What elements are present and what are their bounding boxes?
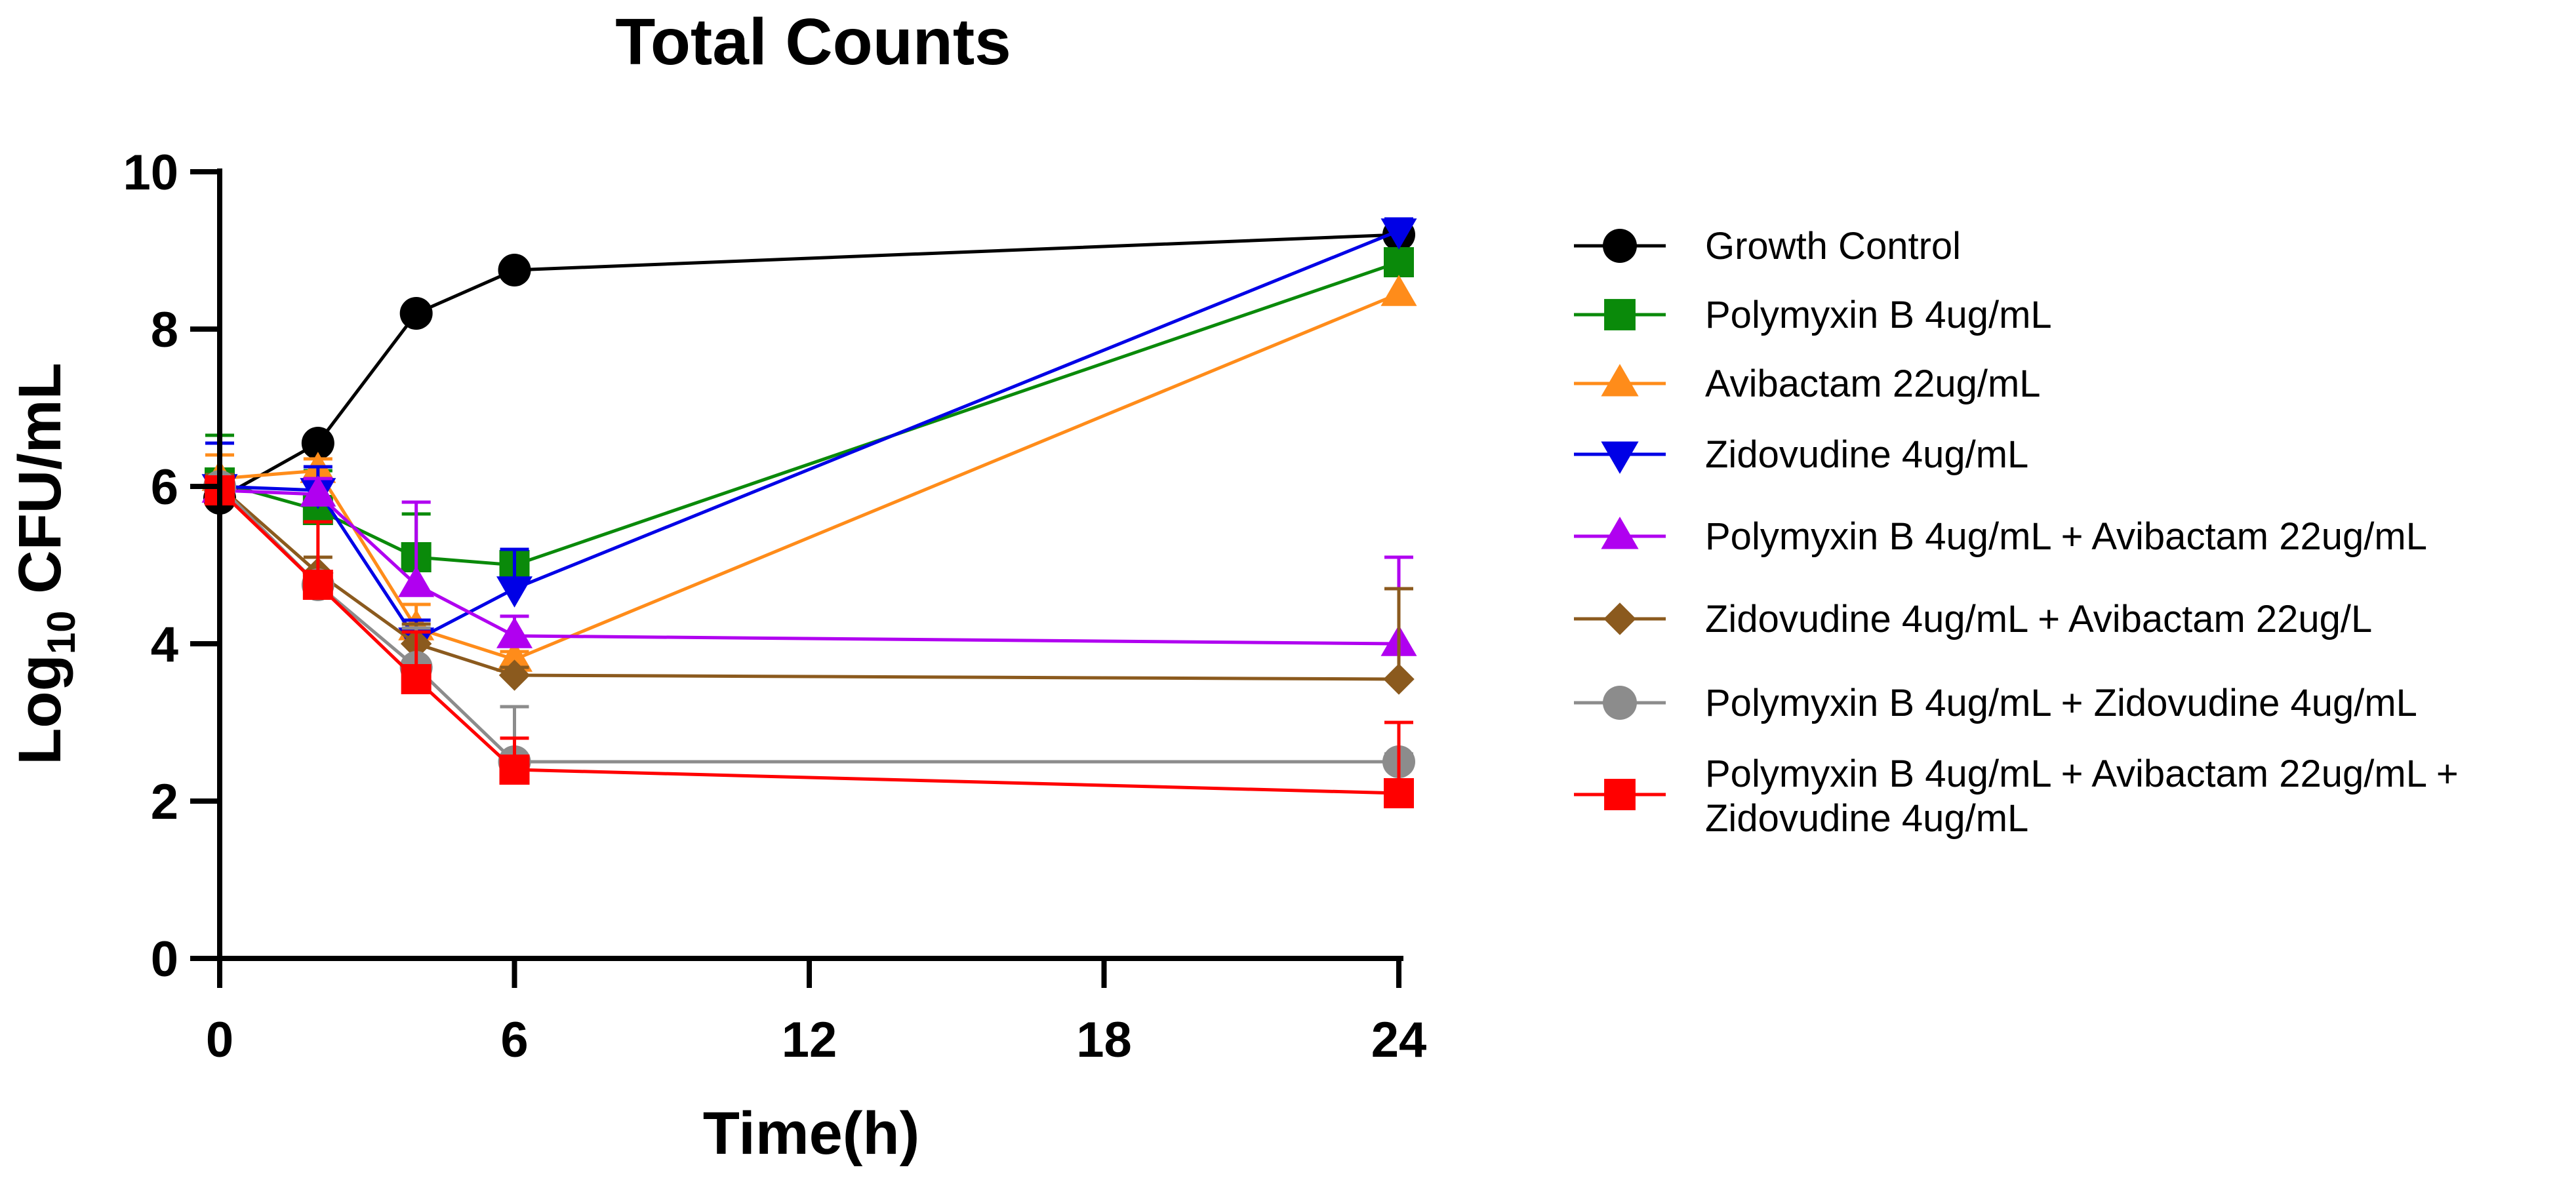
y-ticks: 0 2 4 6 8 10: [123, 145, 220, 987]
series-line: [218, 485, 1399, 764]
series-7: [203, 470, 1415, 778]
data-point: [496, 617, 533, 648]
data-point: [496, 576, 533, 608]
legend-marker: [1603, 686, 1637, 720]
legend-marker: [1601, 364, 1639, 397]
x-tick-label: 0: [206, 1012, 233, 1068]
series-line: [219, 229, 1399, 642]
legend-label: Polymyxin B 4ug/mL + Avibactam 22ug/mL: [1705, 515, 2427, 558]
x-axis: 0 6 12 18 24 Time(h): [206, 956, 1426, 1167]
legend-marker: [1604, 779, 1636, 810]
data-point: [1380, 218, 1417, 250]
legend-marker: [1601, 441, 1639, 474]
data-point: [398, 566, 435, 597]
legend-label: Avibactam 22ug/mL: [1705, 363, 2041, 405]
x-tick-label: 12: [782, 1012, 837, 1068]
legend-label: Polymyxin B 4ug/mL + Avibactam 22ug/mL +…: [1705, 753, 2459, 840]
y-tick-label: 8: [151, 302, 178, 358]
legend-marker: [1601, 517, 1639, 549]
legend-marker: [1603, 229, 1637, 263]
data-point: [498, 659, 531, 691]
series-3: [201, 275, 1417, 672]
data-point: [1384, 247, 1414, 277]
data-point: [300, 475, 336, 507]
y-tick-label: 10: [123, 145, 178, 201]
chart-title: Total Counts: [615, 5, 1011, 79]
legend: Growth Control Polymyxin B 4ug/mL Avibacta…: [1574, 225, 2459, 840]
legend-entry-4: Zidovudine 4ug/mL: [1574, 433, 2028, 476]
y-tick-label: 2: [151, 774, 178, 830]
y-axis-title-rest: CFU/mL: [7, 363, 73, 610]
data-point: [1383, 663, 1415, 695]
data-point: [399, 297, 433, 330]
x-tick-label: 6: [500, 1012, 528, 1068]
data-point: [498, 254, 531, 286]
y-tick-label: 6: [151, 460, 178, 515]
legend-label: Polymyxin B 4ug/mL + Zidovudine 4ug/mL: [1705, 682, 2417, 724]
data-point: [302, 570, 333, 600]
data-point: [1384, 778, 1414, 808]
legend-entry-8: Polymyxin B 4ug/mL + Avibactam 22ug/mL +…: [1574, 753, 2459, 840]
data-point: [1380, 275, 1417, 306]
legend-entry-2: Polymyxin B 4ug/mL: [1574, 294, 2052, 336]
x-tick-label: 24: [1371, 1012, 1427, 1068]
data-point: [301, 427, 334, 460]
series-6: [204, 471, 1415, 695]
series-layer: [201, 217, 1417, 808]
data-point: [499, 755, 530, 785]
legend-marker: [1603, 602, 1636, 635]
legend-label: Polymyxin B 4ug/mL: [1705, 294, 2052, 336]
legend-entry-1: Growth Control: [1574, 225, 1961, 267]
legend-entry-3: Avibactam 22ug/mL: [1574, 363, 2041, 405]
legend-entry-7: Polymyxin B 4ug/mL + Zidovudine 4ug/mL: [1574, 682, 2417, 724]
legend-label: Growth Control: [1705, 225, 1961, 267]
y-axis-title-base: Log: [7, 654, 73, 765]
data-point: [401, 664, 432, 694]
series-8: [205, 475, 1414, 808]
plot-area: [201, 217, 1417, 808]
series-line: [219, 488, 1399, 646]
x-axis-title: Time(h): [703, 1100, 920, 1167]
series-line: [219, 292, 1399, 661]
y-tick-label: 0: [151, 932, 178, 987]
legend-entry-5: Polymyxin B 4ug/mL + Avibactam 22ug/mL: [1574, 515, 2427, 558]
y-axis-title: Log10 CFU/mL: [7, 363, 83, 765]
x-ticks: 0 6 12 18 24: [206, 958, 1426, 1068]
legend-label: Zidovudine 4ug/mL: [1705, 433, 2028, 476]
x-tick-label: 18: [1076, 1012, 1132, 1068]
data-point: [496, 640, 533, 672]
series-4: [201, 217, 1417, 659]
legend-label: Zidovudine 4ug/mL + Avibactam 22ug/L: [1705, 598, 2372, 640]
series-5: [201, 471, 1417, 656]
y-axis-title-subscript: 10: [39, 610, 83, 654]
legend-marker: [1604, 299, 1636, 330]
y-tick-label: 4: [151, 617, 178, 673]
series-line: [219, 260, 1399, 567]
legend-entry-6: Zidovudine 4ug/mL + Avibactam 22ug/L: [1574, 598, 2372, 640]
